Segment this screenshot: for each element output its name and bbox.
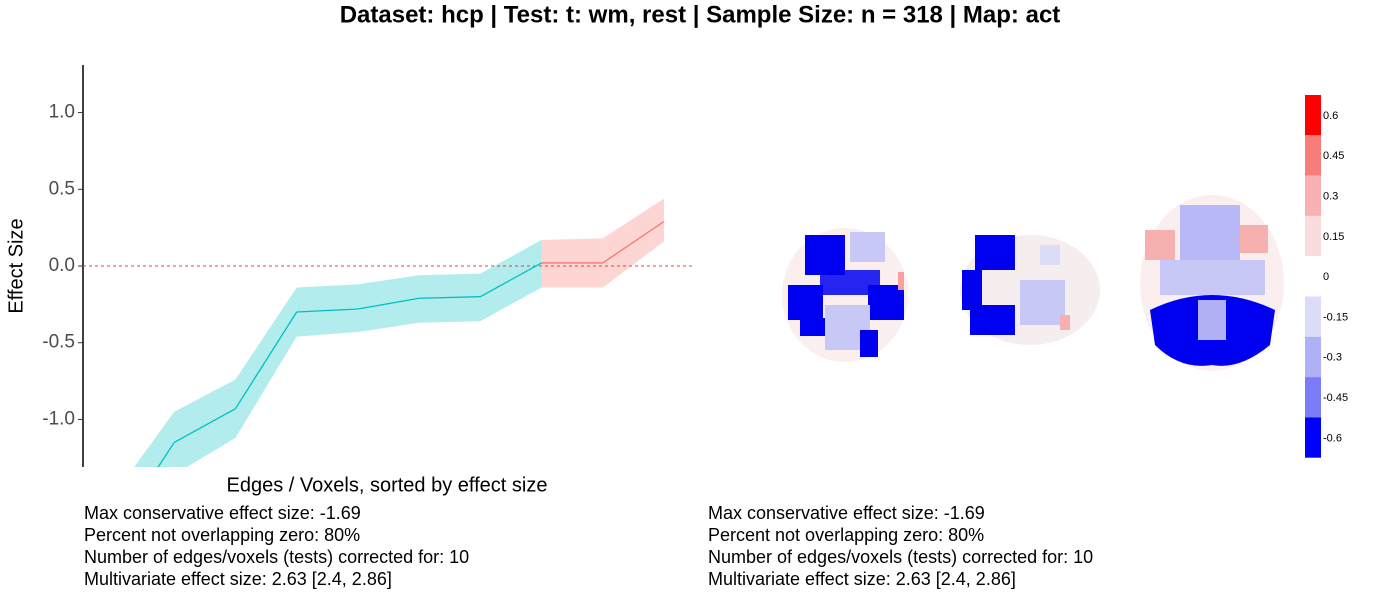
ribbon xyxy=(134,411,175,467)
brain-axial xyxy=(782,228,908,362)
y-tick-label: 0.0 xyxy=(49,255,75,276)
line-segment xyxy=(480,262,542,298)
annotation: Percent not overlapping zero: 80% xyxy=(708,525,984,545)
chart-title: Dataset: hcp | Test: t: wm, rest | Sampl… xyxy=(340,1,1061,28)
brain-sagittal xyxy=(960,235,1100,345)
line-segment xyxy=(602,220,665,264)
colorbar-box xyxy=(1305,215,1321,257)
colorbar-label: 0.15 xyxy=(1323,231,1344,243)
annotation: Number of edges/voxels (tests) corrected… xyxy=(708,547,1093,567)
y-tick-label: 1.0 xyxy=(49,102,75,123)
colorbar-label: -0.45 xyxy=(1323,392,1348,404)
colorbar-box xyxy=(1305,377,1321,418)
colorbar-box xyxy=(1305,175,1321,216)
colorbar-label: 0.45 xyxy=(1323,150,1344,162)
colorbar-label: 0.6 xyxy=(1323,110,1338,122)
colorbar-label: 0 xyxy=(1323,271,1329,283)
annotation: Multivariate effect size: 2.63 [2.4, 2.8… xyxy=(708,569,1016,589)
colorbar-box xyxy=(1305,135,1321,176)
ribbon xyxy=(235,287,297,438)
annotation: Max conservative effect size: -1.69 xyxy=(708,503,985,523)
brain-coronal xyxy=(1140,195,1284,371)
ribbon xyxy=(174,379,236,467)
annotation: Percent not overlapping zero: 80% xyxy=(84,525,360,545)
colorbar: 0.6 0.45 0.3 0.15 0 -0.15 -0.3 -0.45 -0.6 xyxy=(1305,95,1348,458)
plot-area xyxy=(83,198,692,467)
annotation: Max conservative effect size: -1.69 xyxy=(84,503,361,523)
colorbar-box xyxy=(1305,95,1321,136)
ribbon xyxy=(419,273,481,323)
annotation: Multivariate effect size: 2.63 [2.4, 2.8… xyxy=(84,569,392,589)
y-tick-label: -1.0 xyxy=(42,408,75,429)
colorbar-label: -0.15 xyxy=(1323,311,1348,323)
y-tick-label: -0.5 xyxy=(42,332,75,353)
colorbar-box xyxy=(1305,336,1321,378)
ribbon xyxy=(480,239,542,322)
x-axis-label: Edges / Voxels, sorted by effect size xyxy=(227,474,548,496)
line-segment xyxy=(234,311,298,410)
colorbar-label: 0.3 xyxy=(1323,191,1338,203)
colorbar-box xyxy=(1305,417,1321,458)
y-tick-label: 0.5 xyxy=(49,178,75,199)
colorbar-box xyxy=(1305,296,1321,337)
colorbar-box xyxy=(1305,256,1321,297)
line-segment xyxy=(419,296,481,299)
line-segment xyxy=(296,308,358,313)
colorbar-label: -0.6 xyxy=(1323,432,1342,444)
annotation: Number of edges/voxels (tests) corrected… xyxy=(84,547,469,567)
colorbar-label: -0.3 xyxy=(1323,352,1342,364)
line-segment xyxy=(173,408,236,444)
line-segment xyxy=(157,442,175,467)
line-segment xyxy=(357,297,420,310)
brain-slices xyxy=(782,195,1284,371)
y-axis-label: Effect Size xyxy=(5,218,27,313)
